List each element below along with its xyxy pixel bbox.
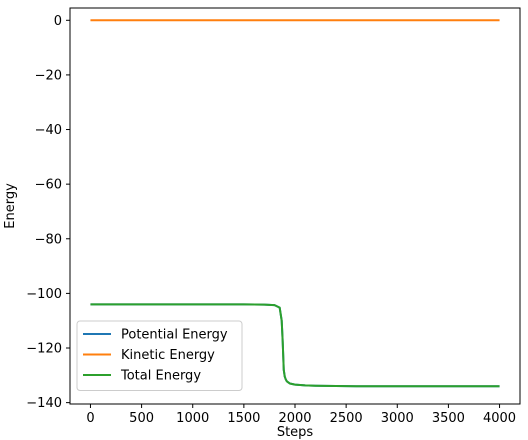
y-axis-label: Energy (3, 183, 18, 229)
x-tick-label: 0 (86, 411, 94, 426)
y-tick-label: −20 (35, 68, 62, 83)
y-tick-label: −60 (35, 178, 62, 193)
y-tick-label: 0 (54, 14, 62, 29)
x-axis-ticks: 0 500 1000 1500 2000 2500 3000 3500 4000 (86, 404, 516, 426)
x-axis-label: Steps (277, 425, 314, 440)
legend-label: Potential Energy (121, 328, 228, 343)
x-tick-label: 3000 (381, 411, 414, 426)
y-tick-label: −120 (26, 342, 62, 357)
y-tick-label: −140 (26, 396, 62, 411)
x-tick-label: 500 (129, 411, 154, 426)
series-line-2 (90, 303, 500, 388)
legend-label: Total Energy (120, 369, 201, 384)
legend-box (76, 320, 243, 391)
x-tick-label: 4000 (483, 411, 516, 426)
y-tick-label: −80 (35, 232, 62, 247)
y-axis-ticks: 0 −20 −40 −60 −80 −100 −120 −140 (26, 14, 70, 411)
x-tick-label: 1000 (176, 411, 209, 426)
x-tick-label: 3500 (432, 411, 465, 426)
y-tick-label: −100 (26, 287, 62, 302)
y-tick-label: −40 (35, 123, 62, 138)
series-layer (90, 19, 500, 388)
legend-label: Kinetic Energy (121, 348, 215, 363)
x-tick-label: 2000 (278, 411, 311, 426)
x-tick-label: 1500 (227, 411, 260, 426)
x-tick-label: 2500 (330, 411, 363, 426)
legend: Potential Energy Kinetic Energy Total Ener… (76, 320, 243, 391)
